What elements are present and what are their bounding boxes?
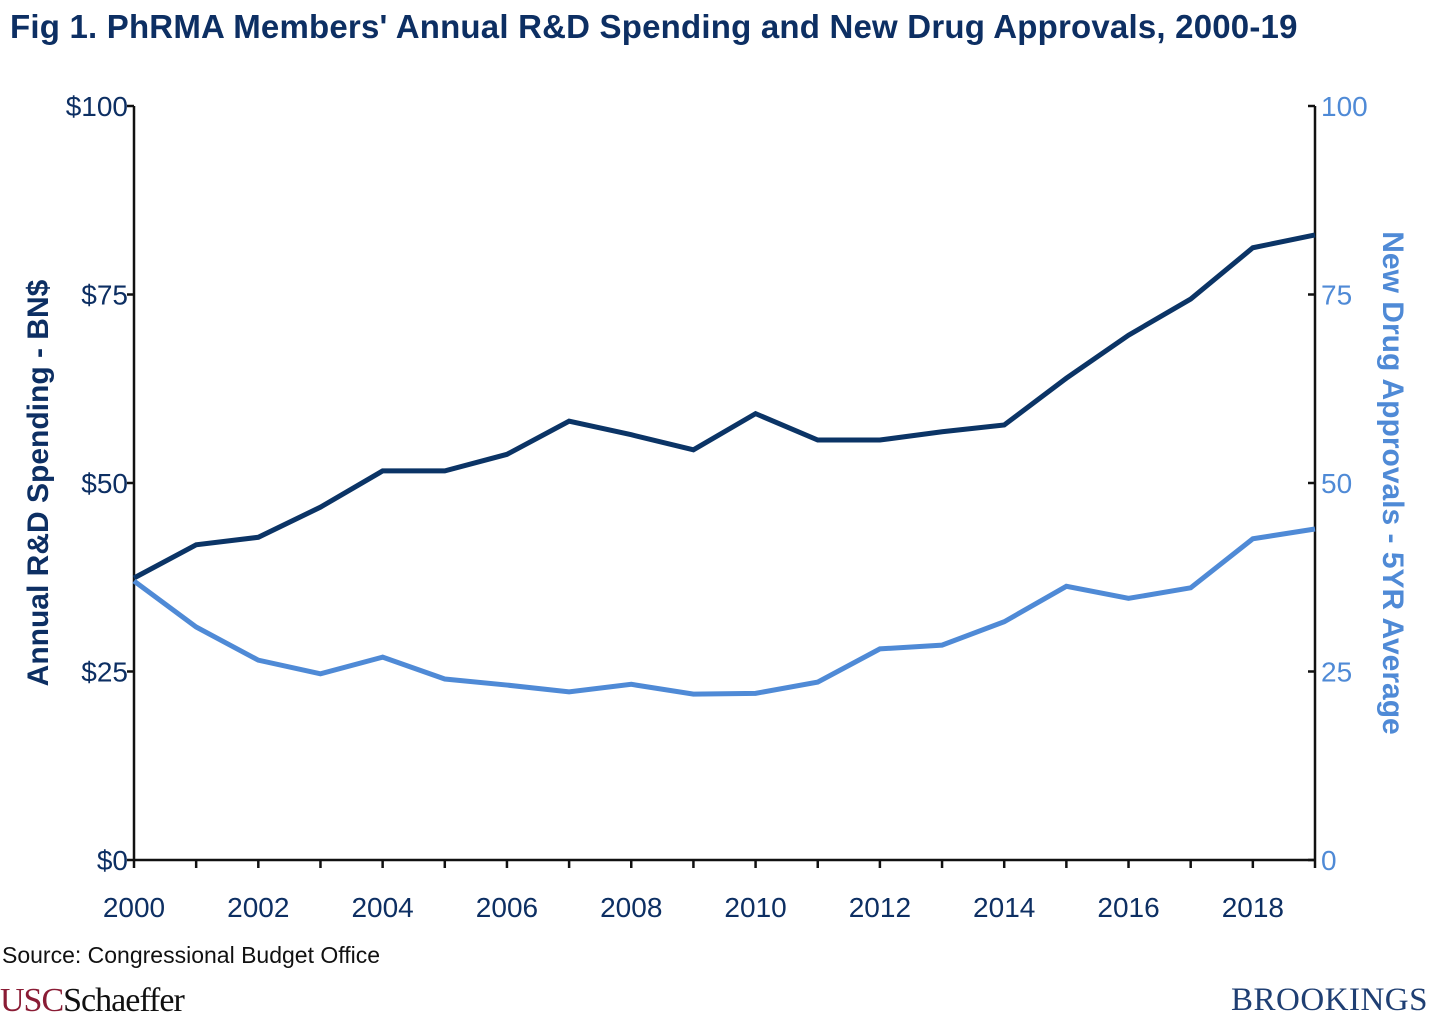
usc-schaeffer-logo: USCSchaeffer (0, 982, 184, 1020)
drug-approvals-line (134, 529, 1315, 694)
right-tick-label: 0 (1321, 845, 1337, 876)
right-tick-label: 100 (1321, 91, 1368, 122)
left-tick-label: $100 (66, 91, 128, 122)
right-axis-label: New Drug Approvals - 5YR Average (1376, 231, 1409, 734)
right-tick-label: 75 (1321, 280, 1352, 311)
x-tick-label: 2002 (227, 892, 289, 923)
brookings-logo: BROOKINGS (1231, 982, 1428, 1019)
right-tick-label: 50 (1321, 468, 1352, 499)
source-note: Source: Congressional Budget Office (2, 942, 380, 969)
schaeffer-logo-text: Schaeffer (63, 982, 184, 1019)
x-tick-label: 2008 (600, 892, 662, 923)
left-tick-label: $0 (97, 845, 128, 876)
right-tick-label: 25 (1321, 657, 1352, 688)
x-tick-label: 2012 (849, 892, 911, 923)
left-axis-label: Annual R&D Spending - BN$ (22, 279, 55, 686)
left-tick-label: $75 (81, 280, 128, 311)
x-tick-label: 2010 (724, 892, 786, 923)
x-tick-label: 2018 (1222, 892, 1284, 923)
x-tick-label: 2000 (103, 892, 165, 923)
x-tick-label: 2006 (476, 892, 538, 923)
usc-logo-text: USC (0, 982, 63, 1019)
rd-spending-line (134, 235, 1315, 578)
left-tick-label: $25 (81, 657, 128, 688)
x-tick-label: 2004 (351, 892, 413, 923)
x-tick-label: 2014 (973, 892, 1035, 923)
x-tick-label: 2016 (1097, 892, 1159, 923)
left-tick-label: $50 (81, 468, 128, 499)
